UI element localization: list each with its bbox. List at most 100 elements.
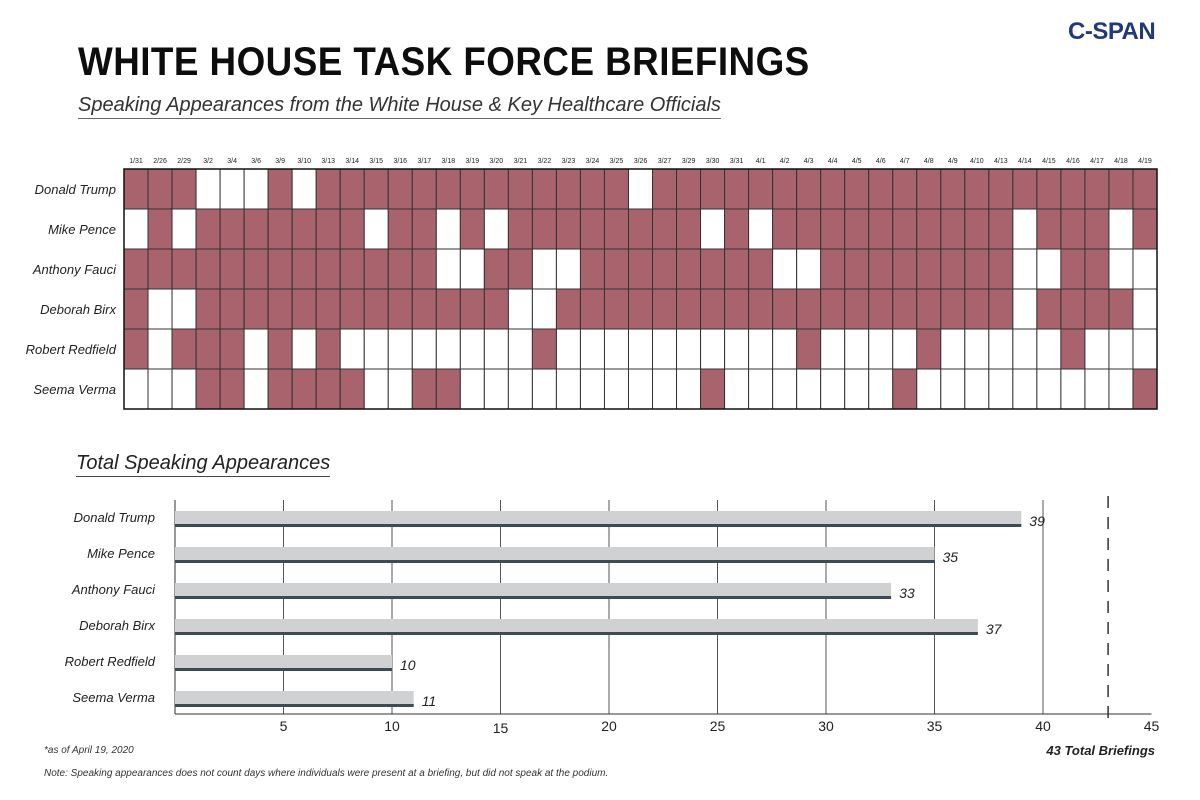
appearance-cell-spoke xyxy=(123,168,149,210)
appearance-cell-absent xyxy=(676,328,702,370)
appearance-cell-absent xyxy=(724,328,750,370)
appearance-cell-spoke xyxy=(1036,288,1062,330)
bar-value-label: 35 xyxy=(943,549,959,565)
appearance-cell-absent xyxy=(363,368,389,410)
appearance-bar-base xyxy=(175,524,1022,527)
appearance-bar-base xyxy=(175,704,414,707)
appearance-cell-absent xyxy=(291,328,317,370)
methodology-note: Note: Speaking appearances does not coun… xyxy=(44,768,609,779)
appearance-bar-base xyxy=(175,560,935,563)
appearance-cell-absent xyxy=(363,208,389,250)
appearance-cell-spoke xyxy=(267,248,293,290)
as-of-footnote: *as of April 19, 2020 xyxy=(44,745,134,756)
appearance-cell-absent xyxy=(459,368,485,410)
date-tick-label: 4/4 xyxy=(828,158,838,165)
appearance-cell-spoke xyxy=(195,248,221,290)
date-tick-label: 3/10 xyxy=(297,158,311,165)
appearance-cell-spoke xyxy=(1132,168,1158,210)
appearance-bar xyxy=(175,583,892,597)
appearance-cell-spoke xyxy=(988,248,1014,290)
date-tick-label: 4/18 xyxy=(1114,158,1128,165)
appearance-cell-spoke xyxy=(844,248,870,290)
appearance-cell-spoke xyxy=(579,208,605,250)
appearance-cell-spoke xyxy=(700,288,726,330)
appearance-cell-spoke xyxy=(579,248,605,290)
appearance-cell-absent xyxy=(1036,328,1062,370)
appearance-cell-absent xyxy=(603,328,629,370)
appearance-cell-absent xyxy=(748,208,774,250)
appearance-cell-spoke xyxy=(700,248,726,290)
appearance-cell-spoke xyxy=(123,248,149,290)
date-tick-label: 3/30 xyxy=(706,158,720,165)
appearance-cell-spoke xyxy=(387,208,413,250)
appearance-cell-spoke xyxy=(219,248,245,290)
appearance-cell-spoke xyxy=(940,208,966,250)
bar-value-label: 33 xyxy=(899,585,915,601)
appearance-cell-spoke xyxy=(339,208,365,250)
appearance-cell-spoke xyxy=(411,288,437,330)
appearance-cell-spoke xyxy=(603,208,629,250)
page-title: WHITE HOUSE TASK FORCE BRIEFINGS xyxy=(78,40,810,84)
appearance-cell-spoke xyxy=(796,328,822,370)
appearance-cell-spoke xyxy=(315,368,341,410)
date-tick-label: 4/19 xyxy=(1138,158,1152,165)
appearance-cell-spoke xyxy=(1132,208,1158,250)
date-tick-label: 4/14 xyxy=(1018,158,1032,165)
appearance-cell-absent xyxy=(123,368,149,410)
appearance-bar-base xyxy=(175,596,892,599)
date-tick-label: 3/4 xyxy=(227,158,237,165)
appearance-cell-absent xyxy=(387,328,413,370)
appearance-cell-spoke xyxy=(483,248,509,290)
appearance-cell-absent xyxy=(1012,328,1038,370)
x-tick-label: 15 xyxy=(493,720,509,736)
date-tick-label: 2/26 xyxy=(153,158,167,165)
date-tick-label: 3/14 xyxy=(345,158,359,165)
appearance-bar xyxy=(175,619,978,633)
appearance-cell-absent xyxy=(147,368,173,410)
date-tick-label: 3/26 xyxy=(634,158,648,165)
appearance-cell-absent xyxy=(772,248,798,290)
date-tick-label: 3/13 xyxy=(321,158,335,165)
appearance-cell-spoke xyxy=(363,288,389,330)
appearance-cell-spoke xyxy=(291,288,317,330)
appearance-cell-spoke xyxy=(267,288,293,330)
bar-value-label: 11 xyxy=(422,693,437,709)
appearance-cell-spoke xyxy=(483,288,509,330)
date-tick-label: 3/19 xyxy=(466,158,480,165)
appearance-cell-spoke xyxy=(339,248,365,290)
appearance-cell-spoke xyxy=(1132,368,1158,410)
appearance-cell-absent xyxy=(748,368,774,410)
appearance-bar xyxy=(175,691,414,705)
appearance-cell-spoke xyxy=(507,248,533,290)
x-tick-label: 45 xyxy=(1144,718,1160,734)
appearance-cell-spoke xyxy=(892,288,918,330)
x-tick-label: 35 xyxy=(927,718,943,734)
person-row-label: Donald Trump xyxy=(35,182,116,197)
appearance-cell-spoke xyxy=(291,368,317,410)
person-row-label: Deborah Birx xyxy=(40,302,116,317)
bar-category-label: Donald Trump xyxy=(74,510,155,525)
appearance-cell-spoke xyxy=(147,168,173,210)
appearance-cell-spoke xyxy=(603,248,629,290)
date-tick-label: 4/13 xyxy=(994,158,1008,165)
date-tick-label: 4/17 xyxy=(1090,158,1104,165)
appearance-bar xyxy=(175,655,392,669)
date-tick-label: 3/29 xyxy=(682,158,696,165)
page-subtitle: Speaking Appearances from the White Hous… xyxy=(78,94,721,119)
x-tick-label: 25 xyxy=(710,718,726,734)
appearance-cell-spoke xyxy=(339,168,365,210)
appearance-cell-spoke xyxy=(652,248,678,290)
date-tick-label: 4/15 xyxy=(1042,158,1056,165)
appearance-cell-spoke xyxy=(844,288,870,330)
appearance-cell-absent xyxy=(171,208,197,250)
cspan-logo: C-SPAN xyxy=(1068,18,1156,45)
appearance-cell-spoke xyxy=(363,248,389,290)
appearance-cell-spoke xyxy=(507,168,533,210)
appearance-cell-absent xyxy=(1108,328,1134,370)
appearance-cell-absent xyxy=(1108,208,1134,250)
appearance-cell-spoke xyxy=(1084,168,1110,210)
appearance-bar-base xyxy=(175,668,392,671)
appearance-bar-base xyxy=(175,632,978,635)
appearance-cell-spoke xyxy=(483,168,509,210)
appearance-cell-spoke xyxy=(676,168,702,210)
